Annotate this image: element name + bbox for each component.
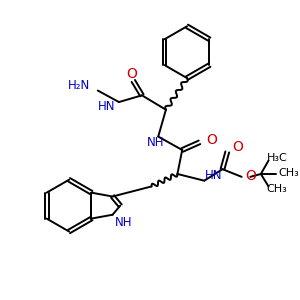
Text: NH: NH	[115, 216, 132, 229]
Text: HN: HN	[205, 169, 223, 182]
Text: O: O	[126, 67, 137, 81]
Text: CH₃: CH₃	[278, 168, 299, 178]
Text: CH₃: CH₃	[267, 184, 287, 194]
Text: O: O	[245, 169, 256, 183]
Text: O: O	[206, 134, 217, 147]
Text: NH: NH	[147, 136, 164, 149]
Text: O: O	[232, 140, 243, 154]
Text: HN: HN	[98, 100, 115, 113]
Text: H₂N: H₂N	[68, 79, 90, 92]
Text: H₃C: H₃C	[267, 153, 287, 163]
